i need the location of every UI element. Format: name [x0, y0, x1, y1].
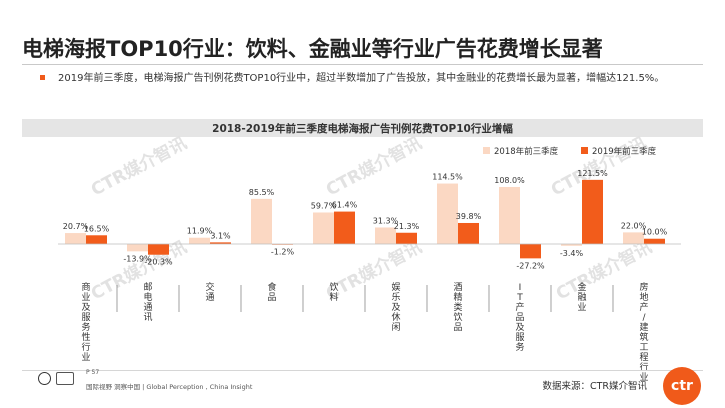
data-label: 3.1% [210, 231, 231, 240]
data-label: -3.4% [560, 249, 584, 258]
category-label: 酒精类饮品 [453, 282, 462, 333]
bar-2018 [127, 244, 148, 252]
bar-2019 [644, 238, 665, 244]
summary-bullet [40, 75, 45, 80]
bar-2019 [520, 244, 541, 259]
category-label: 交通 [205, 281, 214, 303]
bar-2018 [499, 186, 520, 244]
bar-2018 [623, 232, 644, 244]
watermark-text: CTR媒介智讯 [87, 132, 190, 200]
bar-2019 [334, 211, 355, 244]
chart-title-band [22, 119, 703, 137]
data-label: -20.3% [144, 258, 173, 267]
category-label: I T 产品及服务 [515, 283, 524, 353]
category-label: 商业及服务性行业 [81, 281, 90, 363]
data-label: 59.7% [311, 201, 337, 210]
footer-divider [22, 370, 703, 371]
category-label: 邮电通讯 [143, 281, 152, 323]
bar-2019 [396, 232, 417, 244]
data-label: 21.3% [394, 222, 420, 231]
data-label: 121.5% [577, 169, 608, 178]
category-label: 食品 [267, 281, 276, 303]
watermark-text: CTR媒介智讯 [322, 132, 425, 200]
data-label: -27.2% [516, 261, 545, 270]
category-label: 饮料 [329, 281, 338, 303]
bar-2018 [189, 237, 210, 244]
data-label: 10.0% [642, 228, 668, 237]
bar-2018 [561, 244, 582, 246]
bar-2019 [582, 179, 603, 244]
category-label: 娱乐及休闲 [391, 281, 400, 333]
data-label: 31.3% [373, 216, 399, 225]
legend-label-1: 2018年前三季度 [494, 146, 559, 157]
bar-2019 [210, 242, 231, 244]
data-source: 数据来源：CTR媒介智讯 [542, 381, 647, 392]
bar-2019 [148, 244, 169, 255]
page-title: 电梯海报TOP10行业：饮料、金融业等行业广告花费增长显著 [22, 37, 603, 61]
data-label: 39.8% [456, 212, 482, 221]
data-label: -13.9% [123, 254, 152, 263]
bar-2018 [65, 233, 86, 244]
category-label: 金融业 [577, 281, 586, 313]
page-number: P 57 [86, 369, 100, 376]
bar-2018 [251, 198, 272, 244]
title-divider [22, 64, 703, 65]
data-label: 16.5% [84, 224, 110, 233]
chart-title: 2018-2019年前三季度电梯海报广告刊例花费TOP10行业增幅 [212, 123, 513, 135]
footer-tagline: 国际视野 洞察中国 | Global Perception , China In… [86, 383, 253, 391]
bar-2019 [86, 235, 107, 244]
bar-2018 [375, 227, 396, 244]
bar-2019 [458, 222, 479, 244]
summary-text: 2019年前三季度，电梯海报广告刊例花费TOP10行业中，超过半数增加了广告投放… [58, 73, 665, 84]
certification-badge-icon [38, 372, 51, 385]
data-label: 22.0% [621, 221, 647, 230]
data-label: -1.2% [271, 248, 295, 257]
bar-2018 [313, 212, 334, 244]
legend-swatch-2 [581, 147, 588, 154]
data-label: 61.4% [332, 201, 358, 210]
data-label: 11.9% [187, 227, 213, 236]
legend-label-2: 2019年前三季度 [592, 146, 657, 157]
certification-mark-icon [56, 372, 74, 385]
data-label: 20.7% [63, 222, 89, 231]
data-label: 108.0% [494, 176, 525, 185]
category-label: 房地产/建筑工程行业 [639, 281, 648, 383]
ctr-logo: ctr [663, 367, 701, 405]
bar-2018 [437, 183, 458, 244]
legend-swatch-1 [483, 147, 490, 154]
data-label: 114.5% [432, 173, 463, 182]
data-label: 85.5% [249, 188, 275, 197]
